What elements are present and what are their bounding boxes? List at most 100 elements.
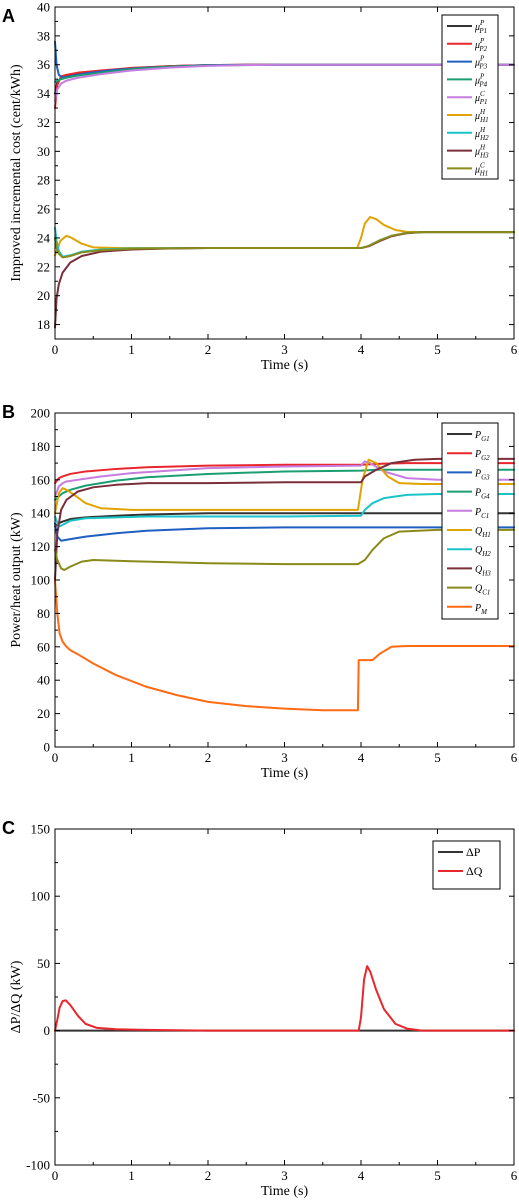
legend-box — [441, 422, 499, 620]
x-tick-label: 6 — [511, 342, 518, 357]
legend-entry-label: QH2 — [475, 545, 491, 558]
legend-entry-label: μH H1 — [474, 108, 489, 124]
panel-label: A — [2, 6, 15, 26]
y-tick-label: 24 — [37, 230, 51, 245]
legend-entry-label: PG4 — [474, 488, 490, 501]
y-tick-label: 200 — [31, 406, 51, 421]
x-axis-label: Time (s) — [261, 358, 309, 373]
x-tick-label: 0 — [52, 1168, 59, 1183]
y-tick-label: 38 — [37, 28, 50, 43]
x-tick-label: 0 — [52, 342, 59, 357]
y-tick-label: 100 — [31, 573, 51, 588]
legend-entry-label: μP P1 — [474, 19, 487, 35]
legend-entry-label: QC1 — [475, 584, 490, 597]
y-tick-label: 0 — [44, 1023, 51, 1038]
legend: ΔP ΔQ — [432, 840, 501, 890]
y-axis-label: Power/heat output (kW) — [9, 512, 24, 648]
legend-entry-label: PG3 — [474, 468, 490, 481]
x-tick-label: 3 — [281, 750, 288, 765]
x-tick-label: 3 — [281, 342, 288, 357]
legend-entry-label: ΔQ — [466, 864, 483, 878]
x-tick-label: 4 — [358, 750, 365, 765]
x-tick-label: 4 — [358, 342, 365, 357]
legend-entry-label: QH3 — [475, 564, 491, 577]
legend-entry-label: μH H2 — [474, 126, 489, 142]
legend: PG1 PG2 PG3 PG4 PC1 QH1 QH2 QH3 QC1 PM — [441, 422, 499, 620]
x-tick-label: 0 — [52, 750, 59, 765]
legend-entry-label: μC H1 — [474, 161, 488, 177]
y-tick-label: 36 — [37, 57, 51, 72]
legend-entry-label: PC1 — [474, 507, 489, 520]
y-tick-label: 80 — [37, 606, 50, 621]
y-tick-label: 160 — [31, 472, 51, 487]
y-tick-label: 0 — [44, 740, 51, 755]
series-line-1-0 — [54, 512, 515, 528]
legend-entry-label: PG1 — [474, 430, 490, 443]
series-line-1-6 — [54, 493, 515, 528]
legend-entry-label: QH1 — [475, 526, 491, 539]
x-tick-label: 1 — [128, 1168, 135, 1183]
y-tick-label: 50 — [37, 956, 50, 971]
series-line-0-4 — [54, 63, 515, 102]
x-tick-label: 6 — [511, 750, 518, 765]
series-line-1-4 — [54, 460, 515, 498]
x-tick-label: 1 — [128, 750, 135, 765]
x-tick-label: 5 — [434, 750, 441, 765]
legend-entry-label: μP P2 — [474, 37, 488, 53]
legend-entry-label: ΔP — [466, 845, 481, 859]
y-tick-label: 40 — [37, 0, 50, 15]
legend-box — [432, 840, 501, 890]
y-tick-label: 100 — [31, 889, 51, 904]
legend-entry-label: μH H3 — [474, 144, 489, 160]
y-tick-label: 140 — [31, 506, 51, 521]
y-axis-label: Improved incremental cost (cent/kWh) — [9, 64, 24, 282]
series-line-0-8 — [54, 231, 515, 259]
y-tick-label: 34 — [37, 86, 51, 101]
y-tick-label: 120 — [31, 539, 51, 554]
y-tick-label: 60 — [37, 639, 50, 654]
x-tick-label: 5 — [434, 342, 441, 357]
series-line-2-1 — [54, 965, 515, 1032]
y-tick-label: 22 — [37, 259, 50, 274]
y-tick-label: 30 — [37, 144, 50, 159]
y-tick-label: 18 — [37, 317, 50, 332]
y-tick-label: 20 — [37, 288, 50, 303]
x-tick-label: 2 — [205, 342, 212, 357]
x-axis-label: Time (s) — [261, 1184, 309, 1199]
series-line-1-2 — [54, 522, 515, 542]
panel-label: B — [2, 402, 15, 422]
legend-entry-label: PG2 — [474, 449, 490, 462]
x-tick-label: 4 — [358, 1168, 365, 1183]
y-tick-label: 150 — [31, 822, 51, 837]
x-axis-label: Time (s) — [261, 766, 309, 781]
series-line-1-3 — [54, 468, 515, 501]
y-axis-label: ΔP/ΔQ (kW) — [9, 960, 24, 1033]
series-line-1-1 — [54, 462, 515, 485]
series-line-1-5 — [54, 458, 515, 515]
y-tick-label: 40 — [37, 673, 50, 688]
series-line-1-9 — [54, 579, 515, 712]
y-tick-label: 28 — [37, 173, 50, 188]
legend-entry-label: PM — [474, 603, 488, 616]
x-tick-label: 5 — [434, 1168, 441, 1183]
x-tick-label: 2 — [205, 1168, 212, 1183]
y-tick-label: -50 — [33, 1090, 50, 1105]
x-tick-label: 6 — [511, 1168, 518, 1183]
y-tick-label: 26 — [37, 202, 51, 217]
y-tick-label: 32 — [37, 115, 50, 130]
series-line-1-8 — [54, 528, 515, 571]
panel-label: C — [2, 818, 15, 838]
series-line-0-7 — [54, 231, 515, 329]
x-tick-label: 2 — [205, 750, 212, 765]
y-tick-label: 180 — [31, 439, 51, 454]
series-line-1-7 — [54, 457, 515, 581]
legend-entry-label: μC P1 — [474, 90, 487, 106]
x-tick-label: 1 — [128, 342, 135, 357]
legend-entry-label: μP P3 — [474, 55, 488, 71]
y-tick-label: 20 — [37, 706, 50, 721]
x-tick-label: 3 — [281, 1168, 288, 1183]
